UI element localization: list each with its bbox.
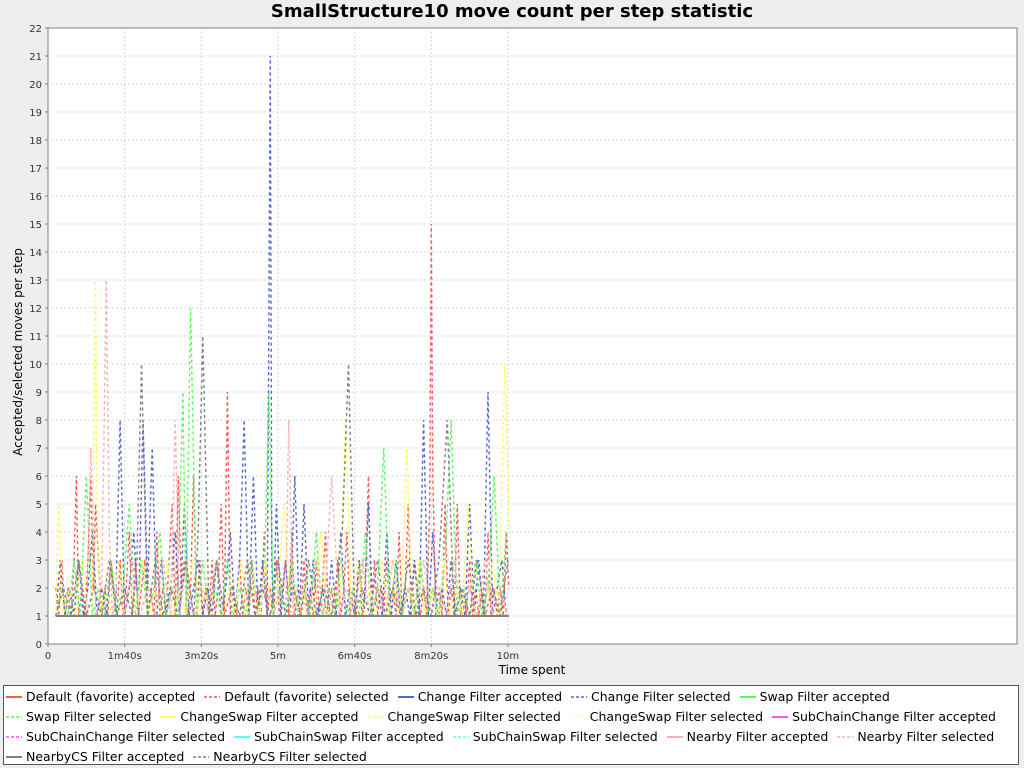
legend-label: NearbyCS Filter accepted: [26, 749, 185, 764]
y-tick-label: 4: [36, 528, 42, 539]
legend-swatch: [160, 716, 177, 718]
x-tick-label: 3m20s: [184, 651, 218, 662]
legend-swatch: [772, 716, 789, 718]
legend-item: ChangeSwap Filter accepted: [160, 707, 359, 727]
legend-label: SubChainChange Filter selected: [26, 729, 226, 744]
x-tick-label: 5m: [270, 651, 286, 662]
y-tick-label: 13: [29, 276, 42, 287]
legend-swatch: [204, 696, 221, 698]
y-tick-label: 15: [29, 220, 42, 231]
legend-item: Swap Filter accepted: [739, 687, 890, 707]
y-tick-label: 21: [29, 52, 42, 63]
legend-swatch: [397, 696, 414, 698]
legend-item: Swap Filter selected: [6, 707, 151, 727]
x-tick-label: 1m40s: [108, 651, 142, 662]
y-tick-label: 7: [36, 444, 42, 455]
legend-item: NearbyCS Filter selected: [193, 747, 367, 767]
y-tick-label: 3: [36, 556, 42, 567]
legend-swatch: [837, 736, 854, 738]
legend-label: SubChainSwap Filter selected: [472, 729, 658, 744]
legend-swatch: [6, 696, 22, 698]
legend-item: SubChainSwap Filter accepted: [234, 727, 444, 747]
legend-item: ChangeSwap Filter selected: [569, 707, 764, 727]
legend-label: Default (favorite) selected: [224, 689, 389, 704]
legend-label: SubChainSwap Filter accepted: [254, 729, 444, 744]
y-tick-label: 20: [29, 80, 42, 91]
y-tick-label: 6: [36, 472, 42, 483]
legend-label: Nearby Filter accepted: [686, 729, 829, 744]
x-tick-label: 0: [45, 651, 51, 662]
legend: Default (favorite) accepted Default (favo…: [3, 685, 1019, 765]
legend-swatch: [666, 736, 683, 738]
y-tick-label: 17: [29, 164, 42, 175]
y-tick-label: 0: [36, 640, 42, 651]
y-tick-label: 2: [36, 584, 42, 595]
legend-label: ChangeSwap Filter selected: [387, 709, 561, 724]
legend-label: ChangeSwap Filter accepted: [180, 709, 359, 724]
y-tick-label: 22: [29, 24, 42, 35]
legend-label: Swap Filter accepted: [759, 689, 890, 704]
legend-label: Change Filter selected: [591, 689, 731, 704]
legend-swatch: [6, 736, 22, 738]
legend-item: SubChainSwap Filter selected: [452, 727, 658, 747]
series-group: [55, 55, 511, 617]
legend-item: NearbyCS Filter accepted: [6, 747, 184, 767]
legend-item: Default (favorite) selected: [204, 687, 389, 707]
y-tick-label: 11: [29, 332, 42, 343]
y-tick-label: 19: [29, 108, 42, 119]
legend-label: Default (favorite) accepted: [26, 689, 196, 704]
legend-swatch: [193, 756, 210, 758]
legend-swatch: [571, 696, 588, 698]
x-tick-label: 10m: [497, 651, 519, 662]
legend-item: Nearby Filter accepted: [666, 727, 829, 747]
series-line-7: [55, 279, 511, 617]
legend-label: SubChainChange Filter accepted: [792, 709, 996, 724]
y-tick-label: 8: [36, 416, 42, 427]
x-axis-label: Time spent: [498, 663, 566, 677]
series-line-3: [55, 55, 508, 617]
legend-item: Change Filter accepted: [397, 687, 563, 707]
y-tick-label: 5: [36, 500, 42, 511]
y-tick-label: 1: [36, 612, 42, 623]
legend-item: SubChainChange Filter accepted: [772, 707, 996, 727]
legend-item: Default (favorite) accepted: [6, 687, 195, 707]
legend-item: ChangeSwap Filter selected: [367, 707, 561, 727]
legend-label: NearbyCS Filter selected: [213, 749, 367, 764]
y-tick-label: 10: [29, 360, 42, 371]
y-tick-label: 18: [29, 136, 42, 147]
legend-label: Swap Filter selected: [26, 709, 152, 724]
legend-item: SubChainChange Filter selected: [6, 727, 225, 747]
series-line-16: [55, 335, 509, 617]
legend-swatch: [569, 716, 586, 718]
y-tick-label: 16: [29, 192, 42, 203]
legend-label: Change Filter accepted: [417, 689, 563, 704]
chart-title: SmallStructure10 move count per step sta…: [270, 1, 754, 22]
legend-label: Nearby Filter selected: [857, 729, 995, 744]
y-axis-label: Accepted/selected moves per step: [11, 248, 25, 456]
series-line-5: [55, 307, 508, 617]
x-tick-label: 8m20s: [414, 651, 448, 662]
legend-swatch: [6, 756, 22, 758]
y-tick-label: 9: [36, 388, 42, 399]
legend-swatch: [234, 736, 251, 738]
x-tick-label: 6m40s: [338, 651, 372, 662]
legend-item: Nearby Filter selected: [837, 727, 994, 747]
y-tick-label: 14: [29, 248, 42, 259]
legend-label: ChangeSwap Filter selected: [589, 709, 764, 724]
legend-swatch: [6, 716, 22, 718]
legend-swatch: [739, 696, 756, 698]
y-tick-label: 12: [29, 304, 42, 315]
legend-item: Change Filter selected: [571, 687, 731, 707]
legend-swatch: [367, 716, 384, 718]
series-line-1: [55, 223, 510, 617]
legend-swatch: [452, 736, 469, 738]
